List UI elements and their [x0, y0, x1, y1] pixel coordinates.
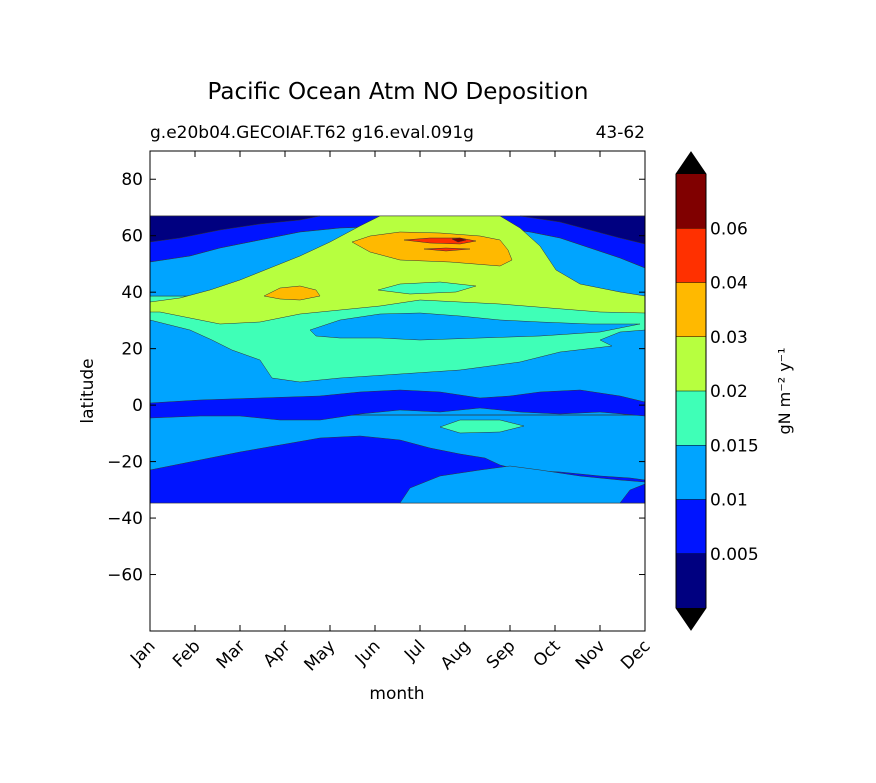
- contour-region-0.000-northwest: [150, 215, 321, 243]
- y-tick-label: −40: [107, 509, 143, 529]
- y-tick-label: 80: [121, 170, 143, 190]
- contour-layer: [150, 215, 645, 504]
- x-tick-label: Oct: [530, 636, 565, 671]
- contour-region-0.03-spring: [263, 285, 321, 301]
- contour-region-0.005-equator: [150, 389, 645, 421]
- contour-region-0.04-lower: [423, 247, 471, 252]
- chart-subtitle-left: g.e20b04.GECOIAF.T62 g16.eval.091g: [150, 123, 474, 143]
- colorbar: 0.005 0.01 0.015 0.02 0.03 0.04 0.06: [675, 151, 759, 631]
- colorbar-tick-label: 0.04: [710, 274, 748, 294]
- contour-region-0.015-north-blob: [377, 281, 477, 295]
- contour-region-0.015-south-blob: [439, 419, 525, 434]
- contour-region-0.01-south-blob: [399, 465, 645, 504]
- x-axis-label: month: [369, 684, 424, 704]
- colorbar-label: gN m⁻² y⁻¹: [775, 347, 794, 434]
- colorbar-swatch: [676, 553, 706, 608]
- x-tick-label: Jan: [126, 636, 159, 669]
- chart-title: Pacific Ocean Atm NO Deposition: [208, 79, 589, 105]
- colorbar-swatch: [676, 391, 706, 446]
- y-tick-label: 60: [121, 227, 143, 247]
- y-tick-label: 0: [132, 396, 143, 416]
- x-tick-label: Jul: [400, 636, 429, 665]
- colorbar-tick-label: 0.01: [710, 491, 748, 511]
- x-tick-label: Aug: [437, 636, 475, 674]
- colorbar-swatch: [676, 499, 706, 554]
- x-tick-label: Apr: [260, 636, 295, 671]
- x-tick-label: Feb: [169, 636, 204, 671]
- y-tick-label: 40: [121, 283, 143, 303]
- y-tick-label: 20: [121, 340, 143, 360]
- y-tick-label: −20: [107, 453, 143, 473]
- colorbar-outline: [675, 151, 707, 631]
- chart-subtitle-right: 43-62: [596, 123, 645, 143]
- colorbar-tick-label: 0.02: [710, 382, 748, 402]
- colorbar-swatch: [676, 445, 706, 500]
- plot-frame: [149, 150, 646, 632]
- colorbar-swatch: [676, 228, 706, 283]
- x-tick-label: Dec: [617, 636, 654, 673]
- y-axis: 80 60 40 20 0 −20 −40 −60: [107, 170, 645, 586]
- x-tick-label: May: [301, 636, 340, 675]
- colorbar-tick-label: 0.06: [710, 219, 748, 239]
- colorbar-tick-label: 0.005: [710, 545, 759, 565]
- y-axis-label: latitude: [78, 358, 98, 423]
- x-tick-label: Sep: [483, 636, 520, 673]
- contour-region-0.06: [451, 237, 467, 243]
- x-tick-label: Nov: [572, 636, 610, 674]
- contour-region-0.01-midlat-hole: [309, 312, 641, 341]
- colorbar-extend-over: [676, 152, 706, 174]
- colorbar-swatch: [676, 174, 706, 229]
- colorbar-tick-label: 0.03: [710, 328, 748, 348]
- colorbar-extend-under: [676, 608, 706, 630]
- colorbar-tick-label: 0.015: [710, 436, 759, 456]
- contour-region-0.005-southeast: [619, 483, 645, 504]
- x-tick-label: Jun: [351, 636, 385, 670]
- x-tick-label: Mar: [213, 636, 250, 673]
- y-tick-label: −60: [107, 566, 143, 586]
- contour-region-0.000-northeast: [519, 215, 645, 245]
- colorbar-swatch: [676, 282, 706, 337]
- colorbar-swatch: [676, 336, 706, 391]
